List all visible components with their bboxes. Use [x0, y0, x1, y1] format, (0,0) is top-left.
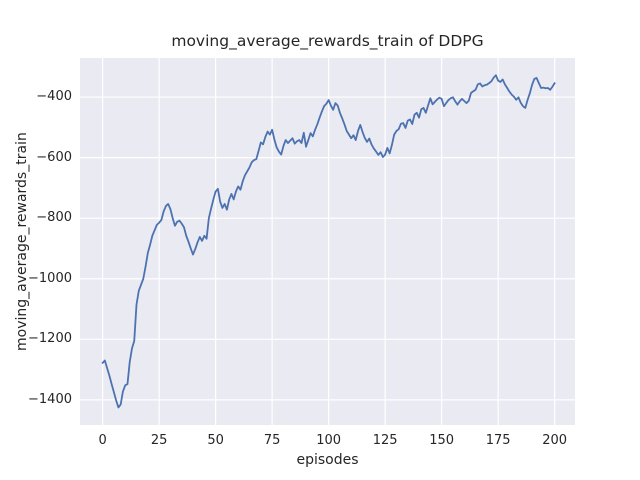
x-tick-label: 75 [263, 433, 281, 448]
x-tick-label: 100 [316, 433, 342, 448]
y-tick-label: −1000 [28, 270, 72, 286]
x-tick-label: 50 [207, 433, 224, 448]
axes-background [80, 58, 575, 425]
x-tick-label: 25 [150, 433, 168, 448]
y-tick-label: −400 [36, 89, 72, 105]
x-tick-label: 200 [542, 433, 568, 448]
x-tick-label: 0 [98, 433, 107, 448]
x-axis-label: episodes [296, 452, 359, 468]
x-tick-label: 125 [372, 433, 398, 448]
y-tick-label: −800 [36, 210, 72, 226]
y-tick-label: −1200 [28, 331, 72, 347]
x-tick-label: 175 [485, 433, 511, 448]
chart-title: moving_average_rewards_train of DDPG [171, 32, 484, 50]
series-line [101, 74, 556, 409]
y-tick-label: −600 [36, 149, 72, 165]
y-tick-label: −1400 [28, 391, 72, 407]
x-tick-label: 150 [429, 433, 455, 448]
